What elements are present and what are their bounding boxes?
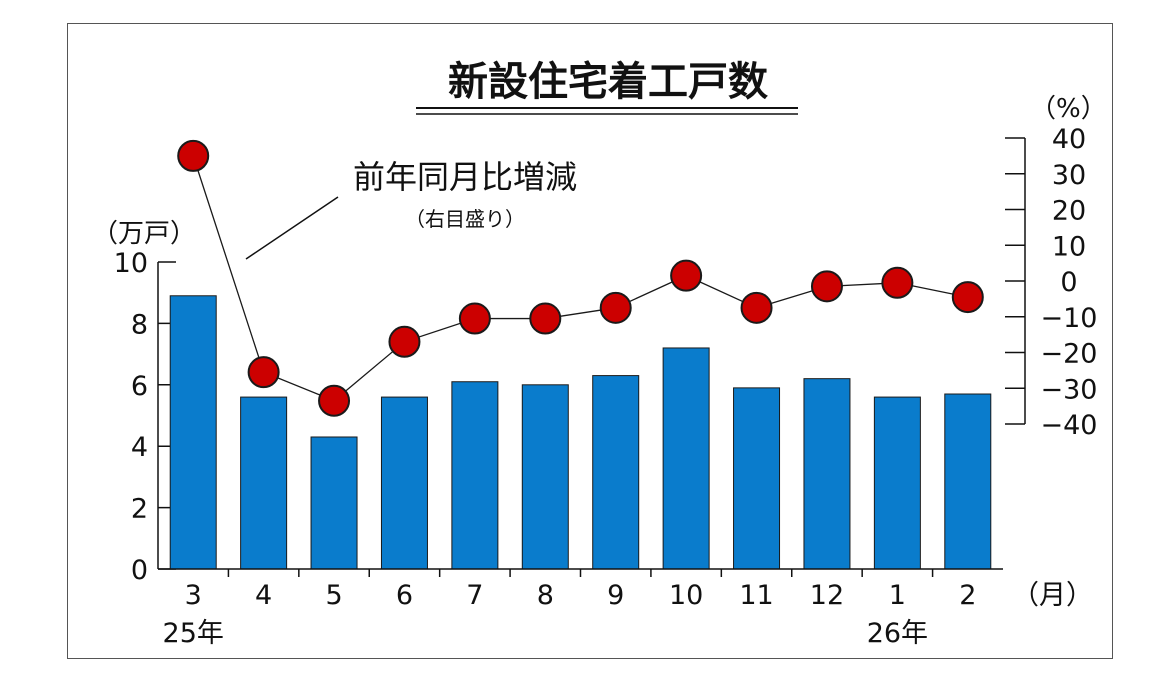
- bar-series: [169, 295, 992, 570]
- left-axis: 0 2 4 6 8 10: [114, 248, 176, 586]
- annotation-leader-line: [245, 196, 339, 260]
- x-tick-label: 10: [669, 580, 703, 611]
- line-point: [529, 302, 562, 335]
- line-point: [740, 291, 773, 324]
- x-tick-label: 8: [537, 580, 554, 611]
- chart-title: 新設住宅着工戸数: [448, 59, 768, 105]
- right-tick-label: 20: [1052, 196, 1086, 227]
- right-tick-label: 30: [1052, 160, 1086, 191]
- left-tick-label: 8: [131, 309, 148, 340]
- x-tick-label: 4: [255, 580, 272, 611]
- right-axis: 40 30 20 10 0 −10 −20 −30 −40: [1005, 124, 1097, 441]
- left-tick-label: 10: [114, 248, 148, 279]
- left-tick-label: 2: [131, 494, 148, 525]
- line-series-path: [192, 155, 968, 402]
- bar: [169, 295, 217, 570]
- x-tick-label: 2: [959, 580, 976, 611]
- y-left-label: （万戸）: [92, 219, 196, 249]
- y-right-label: （%）: [1030, 94, 1107, 124]
- left-tick-label: 6: [131, 371, 148, 402]
- bar: [873, 396, 921, 570]
- chart-frame: [67, 23, 1113, 659]
- left-tick-label: 4: [131, 432, 148, 463]
- line-point: [458, 302, 491, 335]
- right-tick-label: −10: [1041, 303, 1098, 334]
- annotation-subtext: （右目盛り）: [405, 207, 525, 231]
- right-tick-label: −30: [1041, 374, 1098, 405]
- bar: [733, 387, 781, 570]
- bar: [803, 378, 851, 570]
- line-point: [177, 139, 210, 172]
- x-tick-label: 3: [185, 580, 202, 611]
- x-tick-label: 6: [396, 580, 413, 611]
- line-point: [599, 291, 632, 324]
- line-point: [670, 259, 703, 292]
- line-point: [951, 281, 984, 314]
- right-tick-label: −40: [1041, 410, 1098, 441]
- bar: [944, 393, 992, 570]
- line-point: [881, 266, 914, 299]
- x-tick-label: 7: [466, 580, 483, 611]
- bar: [310, 436, 358, 570]
- x-axis: 3 25年 4 5 6 7 8 9 10 11 12 1 26年 2: [158, 568, 1003, 649]
- x-year-label: 26年: [867, 618, 928, 649]
- right-tick-label: 40: [1052, 124, 1086, 155]
- line-point: [318, 384, 351, 417]
- line-point: [810, 270, 843, 303]
- right-tick-label: 0: [1060, 267, 1077, 298]
- bar: [662, 347, 710, 570]
- bar: [240, 396, 288, 570]
- x-tick-label: 9: [607, 580, 624, 611]
- bar: [592, 375, 640, 570]
- x-tick-label: 5: [325, 580, 342, 611]
- bar: [380, 396, 428, 570]
- line-point: [247, 356, 280, 389]
- line-series: [177, 139, 984, 417]
- x-tick-label: 12: [810, 580, 844, 611]
- left-tick-label: 0: [131, 555, 148, 586]
- right-tick-label: 10: [1052, 231, 1086, 262]
- x-unit-label: （月）: [1012, 580, 1093, 611]
- annotation-text: 前年同月比増減: [353, 158, 577, 196]
- right-tick-label: −20: [1041, 339, 1098, 370]
- x-tick-label: 1: [889, 580, 906, 611]
- bar: [451, 381, 499, 570]
- x-year-label: 25年: [163, 618, 224, 649]
- x-tick-label: 11: [739, 580, 773, 611]
- line-point: [388, 325, 421, 358]
- bar: [521, 384, 569, 570]
